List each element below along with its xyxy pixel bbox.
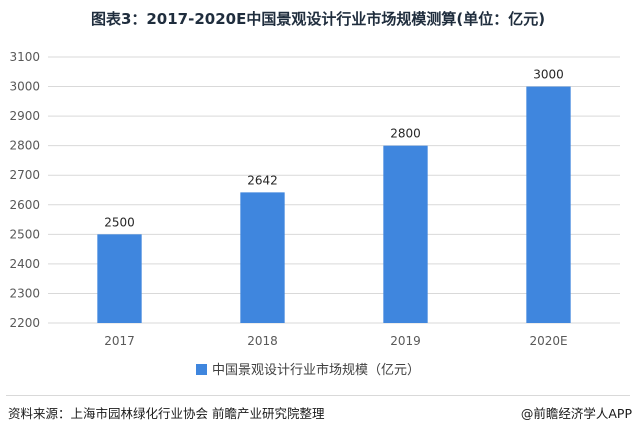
y-tick-label: 2200 — [9, 316, 40, 330]
source-note: 资料来源：上海市园林绿化行业协会 前瞻产业研究院整理 — [8, 406, 325, 421]
chart-title: 图表3：2017-2020E中国景观设计行业市场规模测算(单位：亿元) — [90, 10, 546, 28]
y-tick-label: 2600 — [9, 198, 40, 212]
legend: 中国景观设计行业市场规模（亿元） — [196, 362, 420, 378]
bar — [240, 192, 285, 323]
bar — [383, 145, 428, 323]
y-tick-label: 2300 — [9, 286, 40, 300]
y-tick-label: 2800 — [9, 139, 40, 153]
data-label: 2800 — [390, 127, 421, 141]
data-label: 2500 — [104, 215, 135, 229]
legend-label: 中国景观设计行业市场规模（亿元） — [212, 362, 420, 378]
y-tick-label: 2700 — [9, 168, 40, 182]
bars — [97, 86, 571, 323]
y-tick-label: 3000 — [9, 80, 40, 94]
bar-chart: 2200 2300 2400 2500 2600 2700 2800 2900 3000 3100… — [9, 50, 620, 378]
x-axis: 2017 2018 2019 2020E — [104, 334, 567, 348]
footer-divider — [6, 395, 630, 396]
legend-swatch — [196, 364, 207, 375]
y-axis: 2200 2300 2400 2500 2600 2700 2800 2900 3000 3100 — [9, 50, 40, 330]
y-tick-label: 3100 — [9, 50, 40, 64]
bar — [97, 234, 142, 323]
y-tick-label: 2900 — [9, 109, 40, 123]
x-tick-label: 2018 — [247, 334, 278, 348]
y-tick-label: 2500 — [9, 227, 40, 241]
y-tick-label: 2400 — [9, 257, 40, 271]
x-tick-label: 2020E — [529, 334, 567, 348]
data-label: 2642 — [247, 173, 278, 187]
x-tick-label: 2019 — [390, 334, 421, 348]
gridlines — [48, 56, 620, 324]
brand-credit: @前瞻经济学人APP — [520, 406, 632, 421]
bar — [526, 86, 571, 323]
data-label: 3000 — [533, 68, 564, 82]
data-labels: 2500 2642 2800 3000 — [104, 68, 564, 230]
x-tick-label: 2017 — [104, 334, 135, 348]
